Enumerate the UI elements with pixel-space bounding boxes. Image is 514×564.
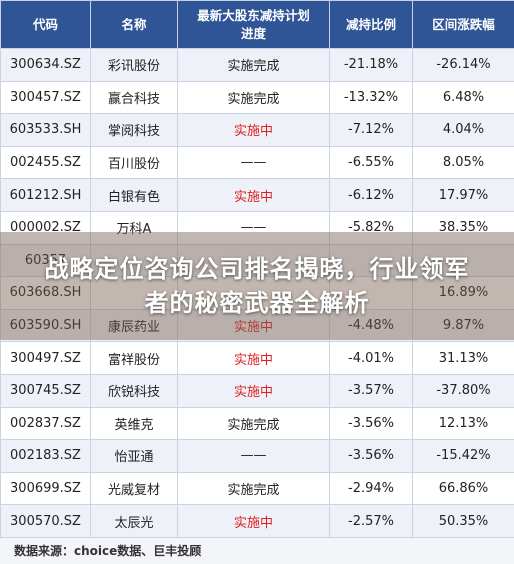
- cell-name: 太辰光: [90, 504, 178, 538]
- table-row: 60357: [0, 243, 514, 278]
- cell-code: 300699.SZ: [0, 471, 91, 506]
- cell-change: 6.48%: [412, 80, 514, 115]
- table-row: 000002.SZ 万科A —— -5.82% 38.35%: [0, 210, 514, 245]
- cell-ratio: -3.57%: [329, 373, 413, 408]
- cell-name: 掌阅科技: [90, 113, 178, 147]
- cell-code: 002183.SZ: [0, 439, 91, 473]
- table-row: 300634.SZ 彩讯股份 实施完成 -21.18% -26.14%: [0, 48, 514, 82]
- header-ratio: 减持比例: [329, 0, 413, 49]
- cell-ratio: -6.55%: [329, 145, 413, 180]
- table-row: 300457.SZ 赢合科技 实施完成 -13.32% 6.48%: [0, 80, 514, 115]
- data-table: 代码 名称 最新大股东减持计划进度 减持比例 区间涨跌幅 300634.SZ 彩讯…: [0, 0, 514, 538]
- header-status-text: 最新大股东减持计划进度: [197, 7, 310, 41]
- table-row: 300745.SZ 欣锐科技 实施中 -3.57% -37.80%: [0, 373, 514, 408]
- cell-status: [177, 276, 330, 310]
- headline-title: 战略定位咨询公司排名揭晓，行业领军者的秘密武器全解析: [44, 255, 470, 317]
- cell-status: 实施中: [177, 178, 330, 212]
- cell-change: 8.05%: [412, 145, 514, 180]
- table-body: 300634.SZ 彩讯股份 实施完成 -21.18% -26.14% 300457.SZ…: [0, 48, 514, 538]
- cell-code: 601212.SH: [0, 178, 91, 212]
- table-row: 300570.SZ 太辰光 实施中 -2.57% 50.35%: [0, 504, 514, 538]
- cell-change: 4.04%: [412, 113, 514, 147]
- headline-banner: 战略定位咨询公司排名揭晓，行业领军者的秘密武器全解析: [0, 232, 514, 340]
- cell-name: 怡亚通: [90, 439, 178, 473]
- cell-change: -15.42%: [412, 439, 514, 473]
- cell-name: 彩讯股份: [90, 48, 178, 82]
- header-change: 区间涨跌幅: [412, 0, 514, 49]
- cell-ratio: -3.56%: [329, 439, 413, 473]
- cell-name: 富祥股份: [90, 341, 178, 375]
- cell-code: 002455.SZ: [0, 145, 91, 180]
- cell-change: -26.14%: [412, 48, 514, 82]
- cell-name: 欣锐科技: [90, 373, 178, 408]
- cell-ratio: -4.01%: [329, 341, 413, 375]
- cell-ratio: [329, 243, 413, 278]
- cell-ratio: -6.12%: [329, 178, 413, 212]
- cell-code: 300634.SZ: [0, 48, 91, 82]
- cell-ratio: [329, 276, 413, 310]
- cell-change: 17.97%: [412, 178, 514, 212]
- cell-status: 实施完成: [177, 48, 330, 82]
- cell-change: [412, 243, 514, 278]
- cell-code: 300745.SZ: [0, 373, 91, 408]
- table-row: 603533.SH 掌阅科技 实施中 -7.12% 4.04%: [0, 113, 514, 147]
- holdings-reduction-table: 代码 名称 最新大股东减持计划进度 减持比例 区间涨跌幅 300634.SZ 彩讯…: [0, 0, 514, 538]
- cell-ratio: -13.32%: [329, 80, 413, 115]
- table-row: 300497.SZ 富祥股份 实施中 -4.01% 31.13%: [0, 341, 514, 375]
- cell-status: 实施中: [177, 113, 330, 147]
- cell-change: 9.87%: [412, 308, 514, 343]
- data-source-note: 数据来源：choice数据、巨丰投顾: [0, 538, 514, 564]
- cell-code: 300570.SZ: [0, 504, 91, 538]
- cell-ratio: -4.48%: [329, 308, 413, 343]
- cell-code: 603533.SH: [0, 113, 91, 147]
- cell-change: -37.80%: [412, 373, 514, 408]
- cell-ratio: -2.94%: [329, 471, 413, 506]
- cell-status: 实施完成: [177, 80, 330, 115]
- cell-status: 实施完成: [177, 471, 330, 506]
- cell-change: 31.13%: [412, 341, 514, 375]
- cell-name: 万科A: [90, 210, 178, 245]
- cell-name: 百川股份: [90, 145, 178, 180]
- cell-name: 英维克: [90, 406, 178, 441]
- table-row: 603668.SH 16.89%: [0, 276, 514, 310]
- cell-code: 300497.SZ: [0, 341, 91, 375]
- cell-status: ——: [177, 210, 330, 245]
- cell-status: 实施中: [177, 373, 330, 408]
- table-row: 601212.SH 白银有色 实施中 -6.12% 17.97%: [0, 178, 514, 212]
- cell-status: 实施完成: [177, 406, 330, 441]
- table-header-row: 代码 名称 最新大股东减持计划进度 减持比例 区间涨跌幅: [0, 0, 514, 49]
- cell-name: [90, 276, 178, 310]
- cell-status: ——: [177, 439, 330, 473]
- header-name: 名称: [90, 0, 178, 49]
- table-row: 002837.SZ 英维克 实施完成 -3.56% 12.13%: [0, 406, 514, 441]
- cell-ratio: -21.18%: [329, 48, 413, 82]
- cell-code: 002837.SZ: [0, 406, 91, 441]
- header-status: 最新大股东减持计划进度: [177, 0, 330, 49]
- cell-code: 60357: [0, 243, 91, 278]
- cell-status: ——: [177, 145, 330, 180]
- cell-name: [90, 243, 178, 278]
- cell-name: 白银有色: [90, 178, 178, 212]
- cell-name: 赢合科技: [90, 80, 178, 115]
- cell-change: 16.89%: [412, 276, 514, 310]
- cell-ratio: -5.82%: [329, 210, 413, 245]
- cell-change: 66.86%: [412, 471, 514, 506]
- cell-status: 实施中: [177, 504, 330, 538]
- table-row: 002455.SZ 百川股份 —— -6.55% 8.05%: [0, 145, 514, 180]
- cell-code: 300457.SZ: [0, 80, 91, 115]
- cell-code: 603668.SH: [0, 276, 91, 310]
- table-row: 002183.SZ 怡亚通 —— -3.56% -15.42%: [0, 439, 514, 473]
- table-row: 300699.SZ 光威复材 实施完成 -2.94% 66.86%: [0, 471, 514, 506]
- cell-status: [177, 243, 330, 278]
- cell-status: 实施中: [177, 341, 330, 375]
- cell-name: 康辰药业: [90, 308, 178, 343]
- header-code: 代码: [0, 0, 91, 49]
- cell-ratio: -7.12%: [329, 113, 413, 147]
- cell-name: 光威复材: [90, 471, 178, 506]
- cell-code: 000002.SZ: [0, 210, 91, 245]
- cell-change: 50.35%: [412, 504, 514, 538]
- cell-ratio: -3.56%: [329, 406, 413, 441]
- cell-ratio: -2.57%: [329, 504, 413, 538]
- cell-change: 12.13%: [412, 406, 514, 441]
